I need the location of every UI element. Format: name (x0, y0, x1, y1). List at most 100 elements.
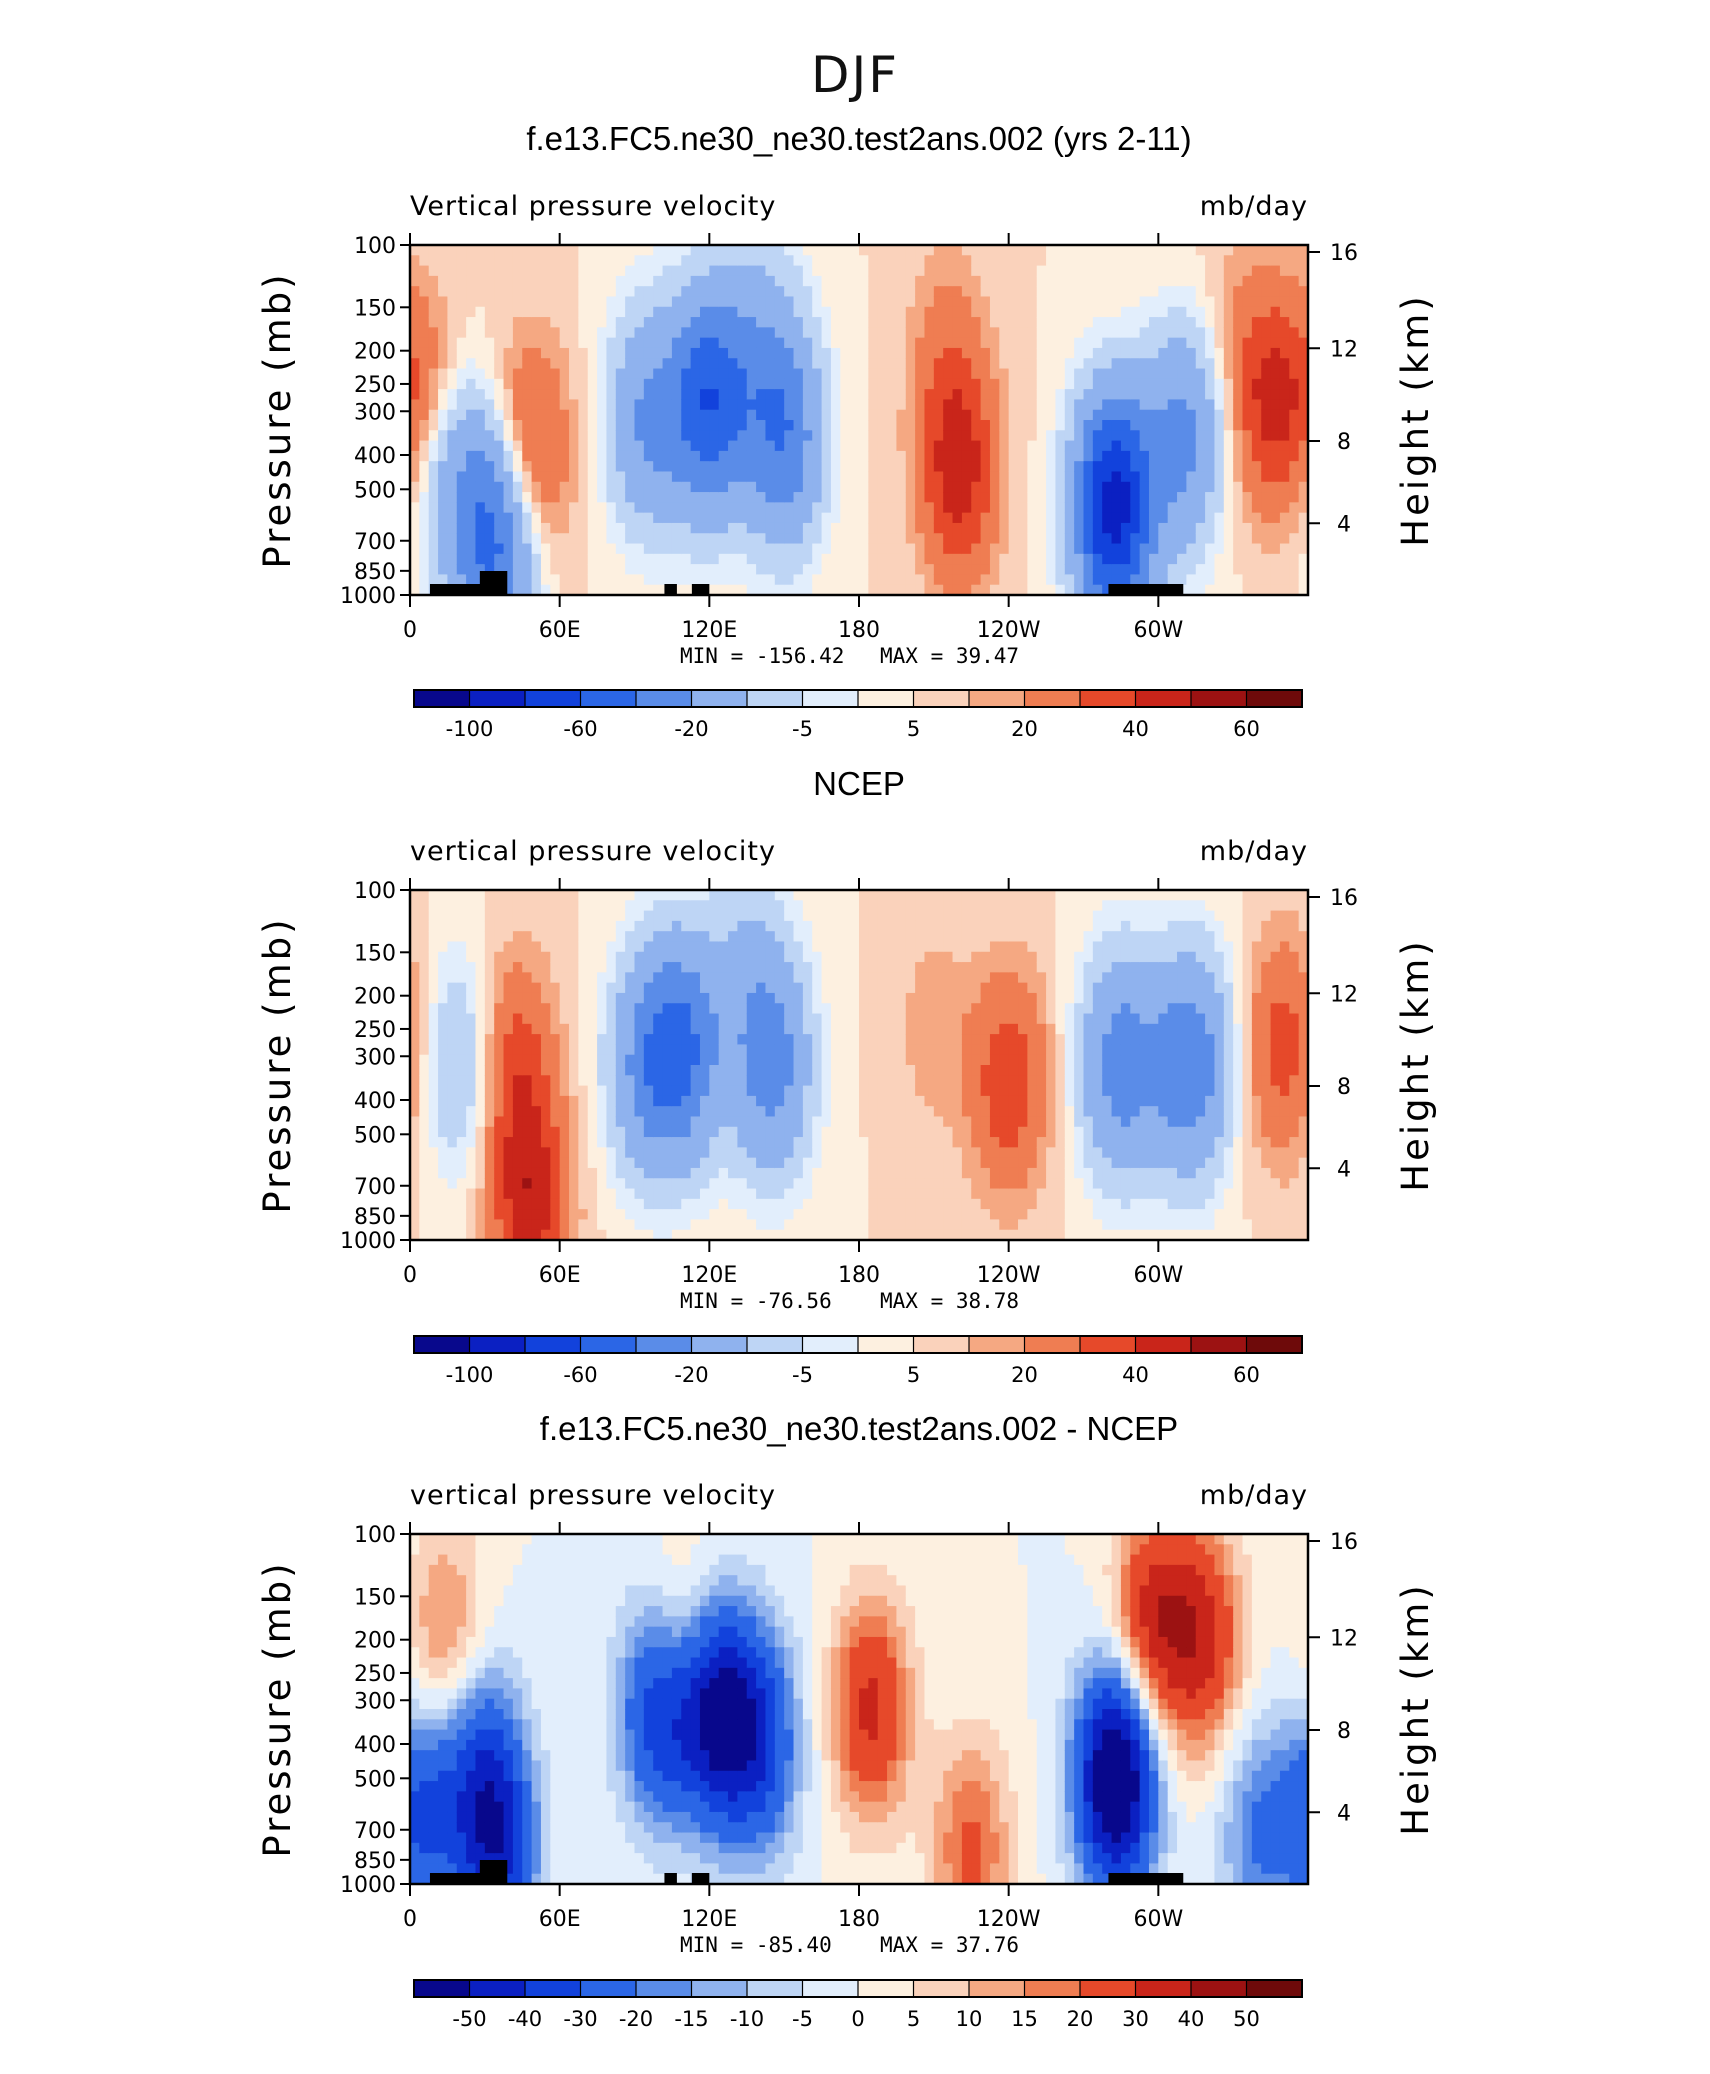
field-cell (550, 1054, 561, 1066)
field-cell (653, 1065, 664, 1076)
field-cell (999, 584, 1010, 596)
field-cell (774, 296, 785, 308)
field-cell (765, 399, 776, 411)
field-cell (634, 1106, 645, 1118)
field-cell (662, 296, 673, 308)
field-cell (531, 574, 542, 586)
field-cell (625, 890, 636, 901)
field-cell (559, 941, 570, 953)
field-cell (410, 245, 420, 256)
field-cell (1102, 409, 1113, 421)
field-cell (746, 430, 757, 442)
field-cell (484, 910, 495, 922)
field-cell (559, 1095, 570, 1107)
field-cell (1298, 368, 1309, 380)
field-cell (1102, 502, 1113, 514)
field-cell (774, 265, 785, 277)
field-cell (690, 941, 701, 953)
field-cell (484, 992, 495, 1004)
colorbar-swatch (1023, 689, 1081, 708)
field-cell (718, 972, 729, 984)
field-cell (410, 1178, 420, 1190)
colorbar-frame (413, 689, 1303, 708)
field-cell (559, 1229, 570, 1241)
field-cell (643, 389, 654, 401)
field-cell (849, 910, 860, 922)
field-cell (784, 409, 795, 421)
field-cell (709, 502, 720, 514)
field-cell (522, 409, 533, 421)
field-cell (868, 306, 879, 318)
field-cell (653, 920, 664, 932)
field-cell (849, 306, 860, 318)
field-cell (980, 461, 991, 473)
field-cell (1111, 317, 1122, 328)
field-cell (466, 1219, 477, 1231)
field-cell (793, 450, 804, 462)
field-cell (1195, 522, 1206, 534)
field-cell (625, 492, 636, 503)
field-cell (447, 306, 458, 318)
field-cell (699, 1054, 710, 1066)
field-cell (1130, 389, 1141, 401)
field-cell (849, 1106, 860, 1118)
field-cell (606, 286, 617, 298)
field-cell (615, 306, 626, 318)
field-cell (718, 245, 729, 256)
field-cell (587, 1198, 598, 1210)
field-cell (466, 982, 477, 994)
field-cell (634, 1044, 645, 1056)
field-cell (971, 461, 982, 473)
field-cell (699, 553, 710, 565)
field-cell (428, 1188, 439, 1200)
field-cell (765, 1137, 776, 1148)
field-cell (1018, 492, 1028, 503)
field-cell (1120, 317, 1131, 328)
field-cell (961, 389, 972, 401)
field-cell (718, 471, 729, 483)
field-cell (840, 492, 851, 503)
field-cell (1289, 347, 1300, 359)
field-cell (1261, 543, 1272, 555)
field-cell (1251, 389, 1262, 401)
field-cell (915, 522, 926, 534)
field-cell (428, 409, 439, 421)
field-cell (1205, 306, 1216, 318)
field-cell (456, 255, 467, 267)
field-cell (971, 358, 982, 370)
field-cell (821, 1034, 832, 1046)
field-cell (587, 1054, 598, 1066)
field-cell (784, 275, 795, 287)
field-cell (456, 1157, 467, 1169)
field-cell (980, 347, 991, 359)
field-cell (494, 1209, 505, 1221)
field-cell (671, 327, 682, 339)
field-cell (821, 574, 832, 586)
field-cell (587, 1075, 598, 1087)
field-cell (484, 920, 495, 932)
field-cell (615, 440, 626, 452)
field-cell (980, 255, 991, 267)
field-cell (1270, 492, 1281, 503)
field-cell (737, 296, 748, 308)
field-cell (915, 347, 926, 359)
field-cell (756, 543, 767, 555)
field-cell (1148, 347, 1159, 359)
field-cell (569, 502, 579, 514)
field-cell (662, 512, 673, 524)
field-cell (1233, 317, 1244, 328)
field-cell (1148, 245, 1159, 256)
field-cell (569, 399, 579, 411)
field-cell (765, 1178, 776, 1190)
field-cell (671, 461, 682, 473)
field-cell (1223, 255, 1234, 267)
field-cell (606, 481, 617, 493)
field-cell (671, 1034, 682, 1046)
field-cell (1102, 296, 1113, 308)
field-cell (1036, 461, 1047, 473)
field-cell (671, 502, 682, 514)
field-cell (1289, 553, 1300, 565)
field-cell (812, 982, 823, 994)
field-cell (597, 931, 608, 943)
field-cell (1148, 564, 1159, 576)
